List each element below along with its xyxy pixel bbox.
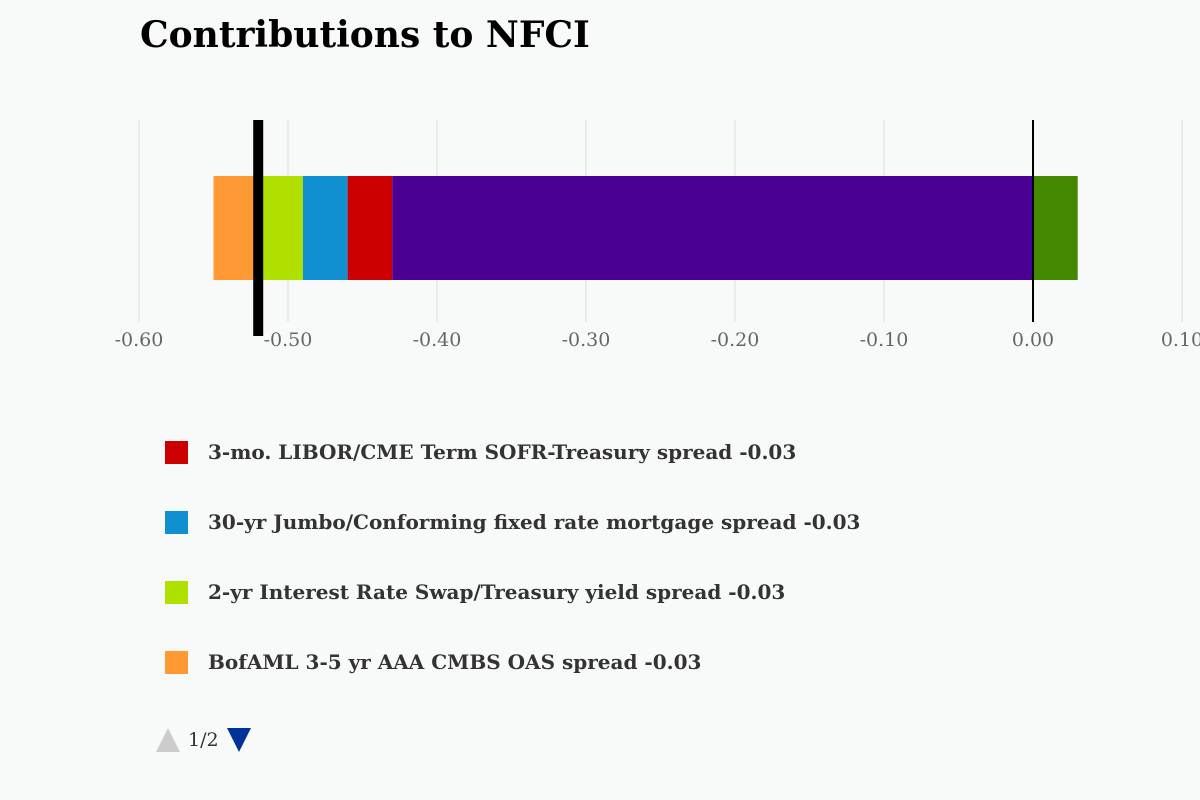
bar-segment: [258, 176, 303, 280]
legend-label: 3-mo. LIBOR/CME Term SOFR-Treasury sprea…: [208, 440, 797, 464]
pager-up-arrow-icon[interactable]: [156, 728, 180, 752]
bar-segment: [347, 176, 393, 280]
pager-page-indicator: 1/2: [188, 729, 219, 751]
x-tick-label: 0.00: [1012, 329, 1054, 351]
x-tick-label: -0.20: [711, 329, 760, 351]
x-tick-label: -0.60: [115, 329, 164, 351]
chart-svg: -0.60 -0.50 -0.40 -0.30 -0.20 -0.10 0.00 0.10: [115, 120, 1200, 351]
bar-segment: [302, 176, 348, 280]
legend: 3-mo. LIBOR/CME Term SOFR-Treasury sprea…: [165, 440, 860, 720]
legend-swatch: [165, 650, 188, 674]
legend-label: BofAML 3-5 yr AAA CMBS OAS spread -0.03: [208, 650, 702, 674]
legend-item[interactable]: 2-yr Interest Rate Swap/Treasury yield s…: [165, 580, 860, 604]
legend-swatch: [165, 440, 188, 464]
legend-swatch: [165, 510, 188, 534]
x-tick-label: -0.40: [413, 329, 462, 351]
x-tick-label: -0.50: [264, 329, 313, 351]
chart-title: Contributions to NFCI: [140, 14, 590, 56]
legend-pager: 1/2: [156, 728, 251, 752]
legend-item[interactable]: 30-yr Jumbo/Conforming fixed rate mortga…: [165, 510, 860, 534]
total-marker: [253, 120, 264, 336]
bar-segment: [213, 176, 259, 280]
legend-item[interactable]: 3-mo. LIBOR/CME Term SOFR-Treasury sprea…: [165, 440, 860, 464]
bar-segment: [392, 176, 1033, 280]
x-tick-label: 0.10: [1161, 329, 1200, 351]
legend-label: 30-yr Jumbo/Conforming fixed rate mortga…: [208, 510, 861, 534]
legend-item[interactable]: BofAML 3-5 yr AAA CMBS OAS spread -0.03: [165, 650, 860, 674]
pager-down-arrow-icon[interactable]: [226, 728, 251, 752]
x-tick-label: -0.10: [860, 329, 909, 351]
bar-segment: [1033, 176, 1078, 280]
x-tick-label: -0.30: [562, 329, 611, 351]
legend-label: 2-yr Interest Rate Swap/Treasury yield s…: [208, 580, 786, 604]
legend-swatch: [165, 580, 188, 604]
